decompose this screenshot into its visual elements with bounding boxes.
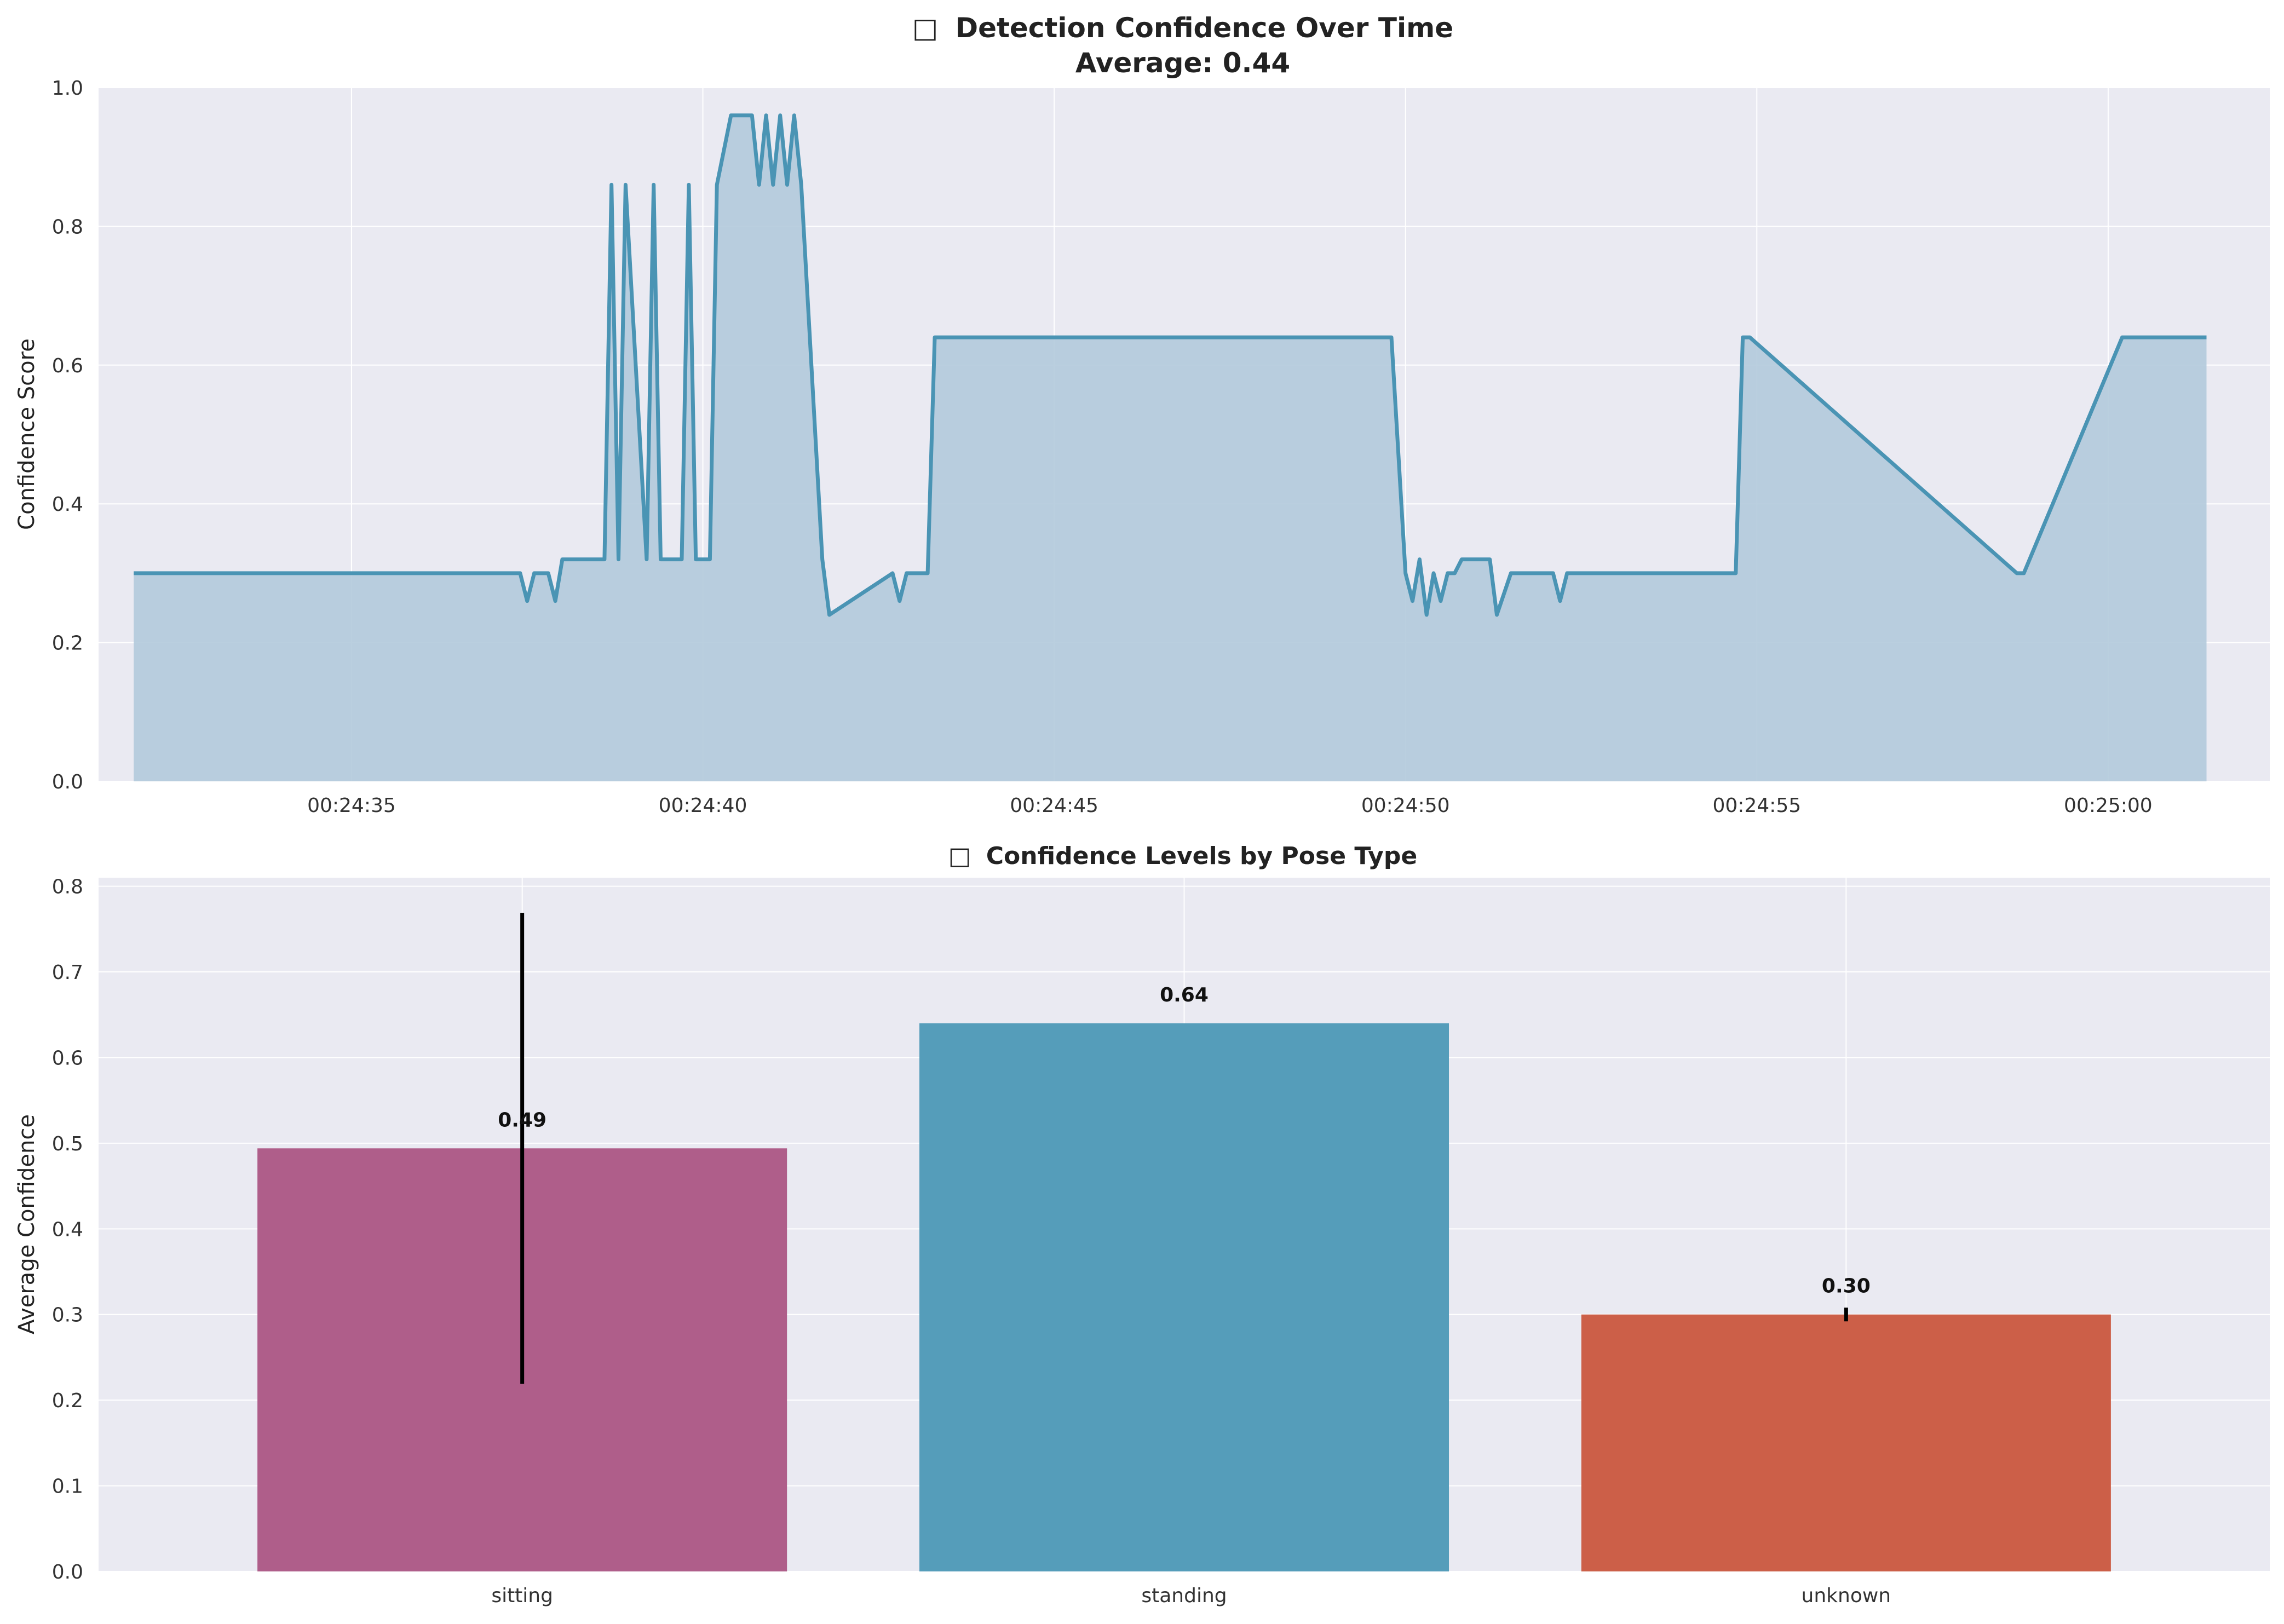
line-chart-y-tick-label: 1.0 <box>52 77 83 100</box>
bar-chart-y-tick-label: 0.3 <box>52 1304 83 1327</box>
line-chart-y-tick-label: 0.4 <box>52 493 83 516</box>
bar-chart-y-tick-label: 0.5 <box>52 1133 83 1155</box>
bar-standing <box>919 1023 1449 1571</box>
line-chart-title-text: Detection Confidence Over Time <box>956 12 1454 44</box>
bar-chart-y-tick-label: 0.4 <box>52 1218 83 1241</box>
bar-chart-title-icon: □ <box>948 842 971 870</box>
line-chart-title-icon: □ <box>912 12 938 44</box>
bar-unknown <box>1581 1314 2111 1571</box>
line-chart-subtitle: Average: 0.44 <box>1075 47 1290 79</box>
bar-chart-y-tick-label: 0.8 <box>52 876 83 899</box>
bar-chart-title-text: Confidence Levels by Pose Type <box>986 842 1418 870</box>
line-chart-x-tick-label: 00:25:00 <box>2064 794 2153 817</box>
bar-chart-y-tick-label: 0.1 <box>52 1476 83 1498</box>
line-chart-x-tick-label: 00:24:45 <box>1010 794 1098 817</box>
bar-chart-y-tick-label: 0.0 <box>52 1561 83 1583</box>
bar-chart-y-ticks: 0.0 0.1 0.2 0.3 0.4 0.5 0.6 0.7 0.8 <box>52 876 83 1583</box>
bar-chart-bars <box>257 1023 2111 1571</box>
line-chart-x-ticks: 00:24:35 00:24:40 00:24:45 00:24:50 00:24:55… <box>307 794 2153 817</box>
line-chart-y-ticks: 0.0 0.2 0.4 0.6 0.8 1.0 <box>52 77 83 793</box>
category-label-standing: standing <box>1141 1585 1227 1607</box>
line-chart-y-tick-label: 0.0 <box>52 771 83 793</box>
confidence-over-time-panel: □ Detection Confidence Over Time Average… <box>14 12 2270 817</box>
line-chart-y-tick-label: 0.8 <box>52 216 83 238</box>
value-label-sitting: 0.49 <box>498 1109 546 1131</box>
bar-chart-error-bars <box>520 913 1848 1384</box>
line-chart-y-axis-label: Confidence Score <box>14 338 39 530</box>
bar-chart-y-tick-label: 0.7 <box>52 961 83 984</box>
line-chart-y-tick-label: 0.6 <box>52 355 83 377</box>
bar-chart-title: □ Confidence Levels by Pose Type <box>948 842 1417 870</box>
bar-chart-value-labels: 0.49 0.64 0.30 <box>498 984 1871 1298</box>
line-chart-x-tick-label: 00:24:35 <box>307 794 396 817</box>
value-label-unknown: 0.30 <box>1822 1275 1871 1298</box>
confidence-points <box>134 115 2207 615</box>
category-label-sitting: sitting <box>491 1585 553 1607</box>
line-chart-y-tick-label: 0.2 <box>52 632 83 655</box>
confidence-by-pose-panel: □ Confidence Levels by Pose Type 0.49 0.6… <box>14 842 2270 1607</box>
value-label-standing: 0.64 <box>1160 984 1209 1006</box>
line-chart-x-tick-label: 00:24:40 <box>659 794 747 817</box>
line-chart-x-tick-label: 00:24:50 <box>1361 794 1450 817</box>
bar-chart-y-tick-label: 0.2 <box>52 1390 83 1412</box>
line-chart-x-tick-label: 00:24:55 <box>1712 794 1801 817</box>
bar-chart-y-tick-label: 0.6 <box>52 1047 83 1069</box>
bar-chart-y-axis-label: Average Confidence <box>14 1114 39 1334</box>
category-label-unknown: unknown <box>1802 1585 1891 1607</box>
bar-chart-x-ticks: sitting standing unknown <box>491 1585 1891 1607</box>
line-chart-title: □ Detection Confidence Over Time <box>912 12 1453 44</box>
